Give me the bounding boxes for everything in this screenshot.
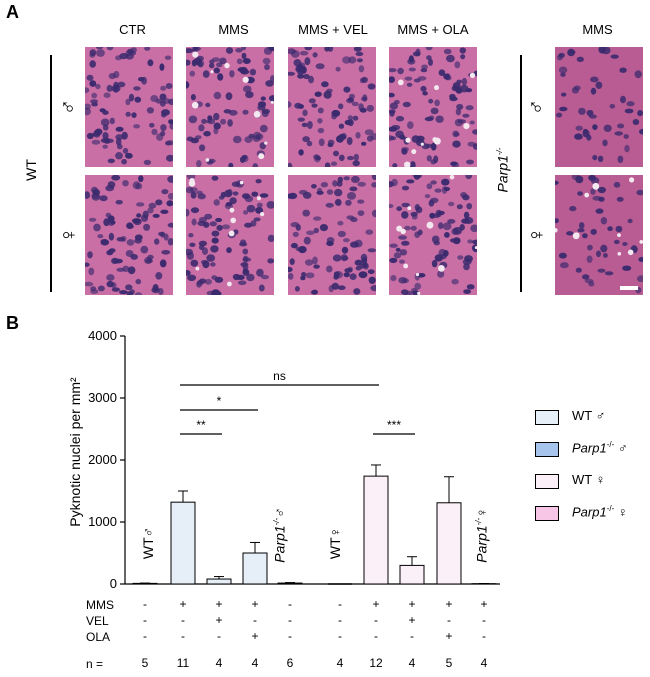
- y-tick-label: 2000: [88, 452, 117, 467]
- bar: [436, 502, 462, 585]
- table-cell-vel: -: [374, 613, 378, 627]
- legend-swatch-parp-female: [535, 506, 559, 521]
- column-title-mms-vel: MMS + VEL: [298, 22, 368, 37]
- bar-label-parp-male: Parp1-/-♂: [271, 507, 288, 563]
- table-cell-mms: +: [215, 597, 222, 611]
- histology-wt-male-mms-ola: [389, 47, 477, 167]
- histology-parp-female-mms: [555, 175, 643, 295]
- table-cell-mms: +: [445, 597, 452, 611]
- histology-wt-female-mms-vel: [288, 175, 376, 295]
- table-cell-ola: -: [143, 629, 147, 643]
- table-cell-vel: -: [181, 613, 185, 627]
- y-axis-label: Pyknotic nuclei per mm²: [67, 377, 83, 527]
- table-cell-ola: +: [251, 629, 258, 643]
- table-cell-n: 4: [409, 656, 416, 670]
- table-cell-mms: +: [372, 597, 379, 611]
- table-cell-vel: -: [338, 613, 342, 627]
- legend-label-wt-female: WT ♀: [572, 472, 606, 487]
- histology-parp-male-mms: [555, 47, 643, 167]
- column-title-ctr: CTR: [119, 22, 146, 37]
- table-row-label-vel: VEL: [86, 614, 109, 628]
- table-cell-n: 12: [369, 656, 383, 670]
- table-cell-n: 4: [216, 656, 223, 670]
- table-cell-n: 5: [142, 656, 149, 670]
- table-cell-n: 11: [177, 656, 190, 670]
- legend-label-wt-male: WT ♂: [572, 408, 606, 423]
- column-title-mms: MMS: [218, 22, 249, 37]
- legend-label-parp-male: Parp1-/- ♂: [572, 440, 628, 456]
- table-cell-n: 4: [337, 656, 344, 670]
- table-cell-ola: -: [410, 629, 414, 643]
- table-cell-ola: -: [338, 629, 342, 643]
- significance-label: ***: [387, 418, 401, 432]
- table-cell-mms: +: [251, 597, 258, 611]
- histology-wt-male-mms-vel: [288, 47, 376, 167]
- table-cell-mms: -: [338, 597, 342, 611]
- histology-wt-male-ctr: [85, 47, 173, 167]
- table-row-label-mms: MMS: [86, 598, 114, 612]
- histology-wt-female-mms: [186, 175, 274, 295]
- table-cell-ola: -: [181, 629, 185, 643]
- table-cell-ola: -: [482, 629, 486, 643]
- histology-wt-female-ctr: [85, 175, 173, 295]
- table-cell-vel: +: [215, 613, 222, 627]
- column-title-parp-mms: MMS: [582, 22, 613, 37]
- table-cell-vel: -: [288, 613, 292, 627]
- panel-b-letter: B: [6, 313, 19, 333]
- wt-group-bracket: [50, 55, 52, 292]
- scale-bar: [620, 286, 638, 290]
- histology-wt-male-mms: [186, 47, 274, 167]
- bar: [206, 578, 232, 585]
- table-cell-mms: -: [288, 597, 292, 611]
- y-tick-label: 0: [110, 576, 117, 591]
- panel-a-letter: A: [6, 2, 19, 22]
- table-cell-vel: +: [408, 613, 415, 627]
- table-cell-ola: -: [288, 629, 292, 643]
- legend-swatch-wt-male: [535, 410, 559, 425]
- significance-label: **: [196, 418, 206, 432]
- legend-swatch-wt-female: [535, 474, 559, 489]
- table-cell-n: 4: [252, 656, 259, 670]
- parp-group-bracket: [520, 55, 522, 292]
- table-cell-mms: -: [143, 597, 147, 611]
- bar: [277, 582, 303, 585]
- bar: [242, 552, 268, 585]
- table-cell-ola: -: [374, 629, 378, 643]
- significance-label: ns: [273, 369, 286, 383]
- table-cell-n: 4: [481, 656, 488, 670]
- y-tick-label: 4000: [88, 328, 117, 343]
- table-cell-mms: +: [480, 597, 487, 611]
- bar-label-wt-female: WT♀: [327, 526, 344, 560]
- bar: [170, 501, 196, 585]
- histology-wt-female-mms-ola: [389, 175, 477, 295]
- bar-label-parp-female: Parp1-/-♀: [473, 507, 490, 563]
- table-cell-n: 5: [446, 656, 453, 670]
- legend-label-parp-female: Parp1-/- ♀: [572, 504, 628, 520]
- table-cell-mms: +: [179, 597, 186, 611]
- table-cell-mms: +: [408, 597, 415, 611]
- table-cell-vel: -: [482, 613, 486, 627]
- y-tick-label: 1000: [88, 514, 117, 529]
- legend-swatch-parp-male: [535, 442, 559, 457]
- bar: [363, 475, 389, 585]
- bar: [399, 564, 425, 585]
- table-cell-vel: -: [253, 613, 257, 627]
- table-cell-ola: +: [445, 629, 452, 643]
- bar-label-wt-male: WT♂: [140, 526, 157, 560]
- significance-label: *: [217, 394, 222, 408]
- table-row-label-ola: OLA: [86, 630, 111, 644]
- column-title-mms-ola: MMS + OLA: [397, 22, 469, 37]
- table-row-label-n: n =: [86, 657, 104, 671]
- y-tick-label: 3000: [88, 390, 117, 405]
- table-cell-vel: -: [447, 613, 451, 627]
- table-cell-ola: -: [217, 629, 221, 643]
- table-cell-n: 6: [287, 656, 294, 670]
- table-cell-vel: -: [143, 613, 147, 627]
